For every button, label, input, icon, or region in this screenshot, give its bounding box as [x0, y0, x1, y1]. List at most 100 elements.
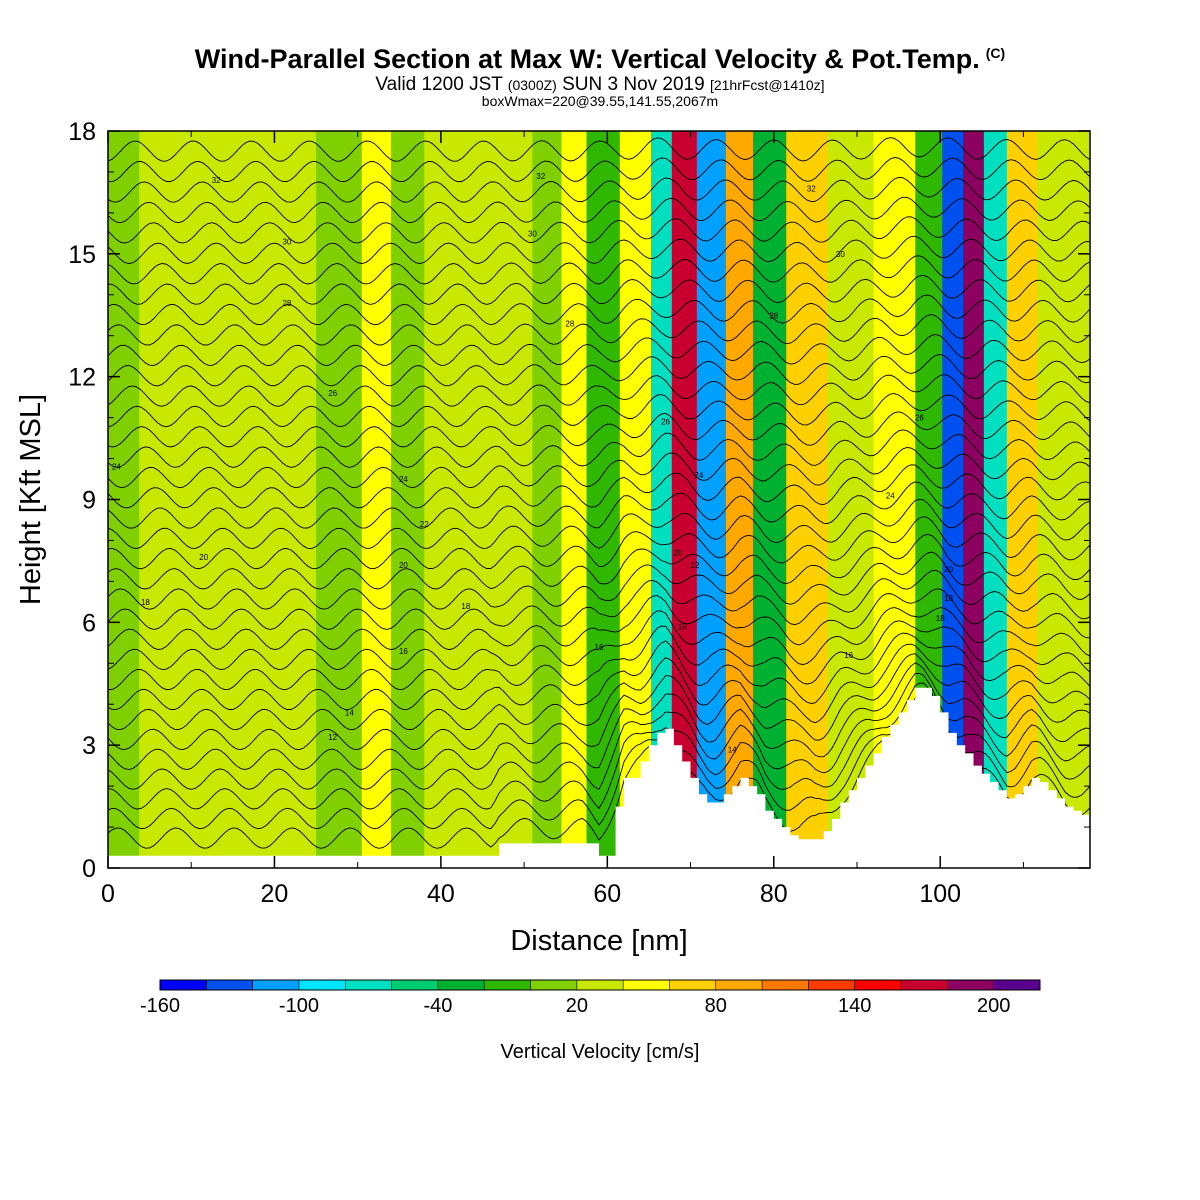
x-tick-label: 60	[593, 880, 621, 908]
copyright-mark: (C)	[985, 45, 1006, 61]
x-tick-label: 40	[427, 880, 455, 908]
contour-label: 28	[282, 299, 291, 308]
theta-contour	[108, 176, 1090, 203]
velocity-band	[139, 131, 226, 868]
colorbar-tick-label: 140	[838, 995, 871, 1017]
colorbar-swatch	[947, 980, 995, 990]
colorbar-swatch	[206, 980, 254, 990]
theta-contour	[108, 447, 1090, 489]
theta-contour	[108, 314, 1090, 346]
terrain	[108, 687, 1090, 868]
contour-label: 30	[282, 238, 291, 247]
chart-subtitle: Valid 1200 JST (0300Z) SUN 3 Nov 2019 [2…	[0, 74, 1200, 96]
chart-title: Wind-Parallel Section at Max W: Vertical…	[0, 44, 1200, 75]
colorbar-tick-label: 200	[977, 995, 1010, 1017]
x-axis: 0 20 40 60 80 100	[101, 131, 1024, 908]
valid-time: Valid 1200 JST	[375, 74, 503, 95]
theta-contour	[108, 607, 1090, 671]
contour-label: 20	[944, 565, 953, 574]
theta-contour	[108, 429, 1090, 468]
colorbar-swatch	[345, 980, 392, 990]
colorbar: -160 -100 -40 20 80 140 200 Vertical Velocity […	[140, 979, 1041, 1063]
contour-label: 20	[199, 553, 208, 562]
x-tick-label: 20	[261, 880, 289, 908]
y-axis-label: Height [Kft MSL]	[15, 394, 47, 605]
colorbar-swatch	[993, 980, 1041, 990]
colorbar-swatch	[715, 980, 763, 990]
contour-label: 28	[769, 311, 778, 320]
x-axis-label: Distance [nm]	[510, 925, 687, 957]
theta-contour	[108, 643, 1090, 731]
contour-label: 24	[399, 475, 408, 484]
contour-label: 26	[328, 389, 337, 398]
colorbar-swatch	[437, 980, 485, 990]
y-tick-label: 9	[82, 487, 96, 515]
theta-contour	[108, 498, 1090, 549]
contour-label: 22	[420, 520, 429, 529]
theta-contour	[108, 533, 1090, 590]
y-tick-label: 15	[68, 241, 96, 269]
velocity-band	[316, 131, 363, 868]
contour-label: 32	[212, 176, 221, 185]
velocity-band	[390, 131, 425, 868]
theta-contour	[108, 255, 1090, 285]
colorbar-swatch	[854, 980, 902, 990]
velocity-band	[786, 131, 829, 868]
contour-label: 28	[565, 319, 574, 328]
theta-contour	[108, 294, 1090, 326]
contour-label: 32	[536, 172, 545, 181]
theta-contour	[108, 137, 1090, 162]
colorbar-swatch	[808, 980, 856, 990]
velocity-band	[586, 131, 621, 868]
colorbar-tick-label: 20	[566, 995, 588, 1017]
y-tick-label: 3	[82, 732, 96, 760]
velocity-band	[532, 131, 563, 868]
contour-label: 16	[844, 651, 853, 660]
contour-label: 20	[674, 549, 683, 558]
theta-contour	[108, 673, 1090, 790]
colorbar-swatch	[252, 980, 300, 990]
theta-contour	[108, 393, 1090, 428]
theta-contour	[108, 551, 1090, 610]
colorbar-swatch	[391, 980, 439, 990]
utc-time: (0300Z)	[507, 77, 557, 93]
velocity-band	[478, 131, 533, 868]
x-tick-label: 100	[919, 880, 961, 908]
contour-label: 16	[399, 647, 408, 656]
colorbar-tick-label: -160	[140, 995, 180, 1017]
theta-contour	[108, 196, 1090, 224]
theta-contour	[108, 662, 1090, 770]
contour-label: 26	[915, 414, 924, 423]
chart-title-text: Wind-Parallel Section at Max W: Vertical…	[194, 44, 980, 74]
contour-label: 26	[661, 418, 670, 427]
y-tick-label: 0	[82, 855, 96, 883]
theta-contour	[108, 588, 1090, 651]
contour-label: 18	[678, 622, 687, 631]
contour-label: 18	[141, 598, 150, 607]
contour-label: 32	[807, 184, 816, 193]
y-tick-label: 6	[82, 609, 96, 637]
contour-label: 24	[694, 471, 703, 480]
y-axis: 0 3 6 9 12 15 18	[68, 118, 1090, 883]
theta-contour	[108, 235, 1090, 264]
valid-date: SUN 3 Nov 2019	[562, 74, 705, 95]
colorbar-tick-label: -100	[279, 995, 319, 1017]
colorbar-swatch	[901, 980, 948, 990]
theta-contour	[108, 570, 1090, 630]
contour-label: 30	[836, 250, 845, 259]
theta-contour	[108, 334, 1090, 366]
velocity-band	[983, 131, 1008, 868]
colorbar-swatch	[762, 980, 809, 990]
x-tick-label: 80	[760, 880, 788, 908]
contour-label: 22	[690, 561, 699, 570]
y-tick-label: 18	[68, 118, 96, 146]
theta-contour	[108, 632, 1090, 711]
velocity-band	[619, 131, 652, 868]
plot-area: 32 32 32 30 30 30 28 28 28 26 26 26 24 24 24 24 22 20 20 20…	[108, 131, 1090, 868]
colorbar-tick-label: 80	[705, 995, 727, 1017]
velocity-band	[561, 131, 588, 868]
velocity-band	[424, 131, 479, 868]
velocity-band	[942, 131, 964, 868]
contour-label: 18	[936, 614, 945, 623]
